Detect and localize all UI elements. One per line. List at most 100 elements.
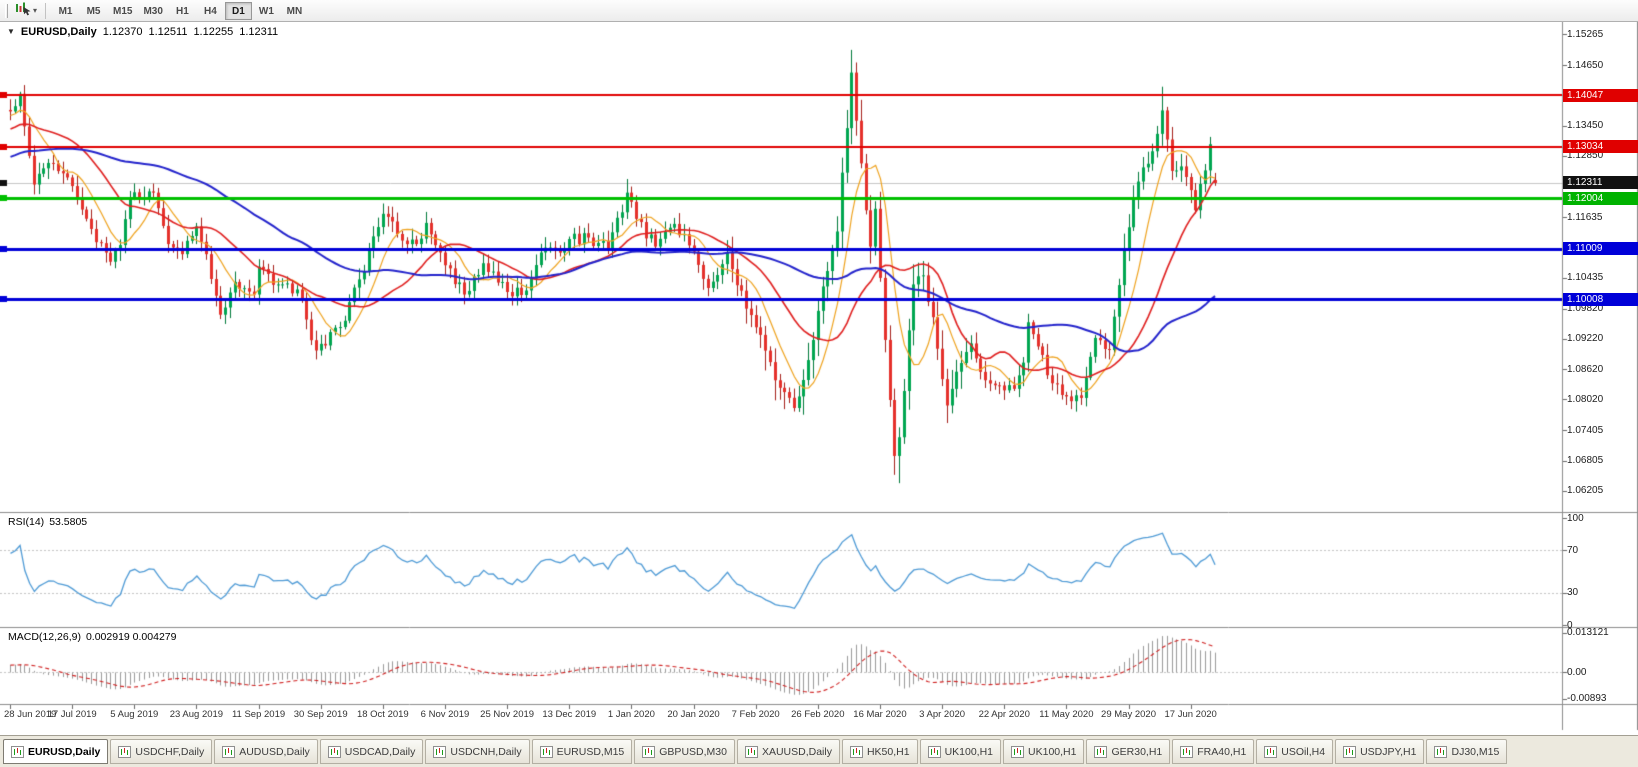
tab-label: EURUSD,M15 [556, 745, 625, 758]
date-axis-label: 17 Jun 2020 [1164, 709, 1217, 720]
chart-tab-usdjpy-h1[interactable]: USDJPY,H1 [1335, 739, 1425, 764]
timeframe-button-m5[interactable]: M5 [86, 5, 101, 17]
chart-tab-uk100-h1[interactable]: UK100,H1 [1003, 739, 1085, 764]
tab-label: USDCHF,Daily [135, 745, 205, 758]
price-axis-label: 1.08020 [1567, 393, 1604, 405]
date-axis-label: 20 Jan 2020 [667, 709, 720, 720]
date-axis-label: 3 Apr 2020 [919, 709, 966, 720]
price-badge[interactable]: 1.12311 [1563, 176, 1638, 190]
timeframe-button-m30[interactable]: M30 [143, 5, 163, 17]
price-axis-label: 1.09220 [1567, 333, 1604, 345]
chart-tab-bar: EURUSD,Daily USDCHF,Daily AUDUSD,Daily USDC… [0, 735, 1638, 767]
date-axis-label: 18 Oct 2019 [356, 709, 409, 720]
chart-tab-uk100-h1[interactable]: UK100,H1 [919, 739, 1002, 764]
chart-cursor-tool-button[interactable]: ▾ [13, 1, 39, 20]
price-axis-label: 1.06205 [1567, 485, 1604, 497]
price-axis-label: 1.13450 [1567, 120, 1604, 132]
price-axis-label: 1.09820 [1567, 303, 1604, 315]
tab-chart-icon [1180, 745, 1194, 758]
tab-label: HK50,H1 [866, 745, 910, 758]
chart-tab-usoil-h4[interactable]: USOil,H4 [1256, 739, 1334, 764]
price-axis-label: 1.12850 [1567, 150, 1604, 162]
price-badge[interactable]: 1.13034 [1563, 140, 1638, 154]
tab-label: USDCNH,Daily [450, 745, 522, 758]
toolbar-grip[interactable] [5, 3, 8, 18]
price-axis-label: 1.10435 [1567, 272, 1604, 284]
tab-label: USOil,H4 [1281, 745, 1326, 758]
date-axis-label: 30 Sep 2019 [293, 709, 348, 720]
top-toolbar: ▾ M1 M5 M15 M30 H1 H4 D1 W1 MN [0, 0, 1638, 22]
tab-label: AUDUSD,Daily [239, 745, 310, 758]
date-axis-label: 29 May 2020 [1101, 709, 1156, 720]
chart-title: ▼ EURUSD,Daily 1.12370 1.12511 1.12255 1… [7, 26, 278, 38]
date-axis-label: 11 Sep 2019 [231, 709, 286, 720]
chart-tab-eurusd-m15[interactable]: EURUSD,M15 [531, 739, 633, 764]
tab-chart-icon [849, 745, 863, 758]
price-axis-label: 1.07405 [1567, 424, 1604, 436]
tab-chart-icon [539, 745, 553, 758]
price-badge[interactable]: 1.10008 [1563, 292, 1638, 306]
timeframe-button-mn[interactable]: MN [286, 5, 303, 17]
price-badge[interactable]: 1.12004 [1563, 191, 1638, 205]
chart-tab-eurusd-daily[interactable]: EURUSD,Daily [3, 739, 109, 764]
price-axis-label: 1.11635 [1567, 211, 1603, 223]
chart-tab-usdcad-daily[interactable]: USDCAD,Daily [319, 739, 424, 764]
date-axis-label: 28 Jun 2019 [4, 709, 57, 720]
tab-chart-icon [642, 745, 656, 758]
tab-label: USDJPY,H1 [1360, 745, 1417, 758]
tab-label: UK100,H1 [1028, 745, 1077, 758]
tab-chart-icon [1343, 745, 1357, 758]
tab-chart-icon [11, 745, 24, 758]
chart-tab-hk50-h1[interactable]: HK50,H1 [841, 739, 918, 764]
price-axis-label: 1.08620 [1567, 363, 1604, 375]
tab-chart-icon [1094, 745, 1108, 758]
dropdown-caret-icon[interactable]: ▾ [33, 5, 38, 15]
chart-tab-usdcnh-daily[interactable]: USDCNH,Daily [425, 739, 530, 764]
tab-label: FRA40,H1 [1197, 745, 1247, 758]
collapse-triangle-icon[interactable]: ▼ [7, 27, 15, 36]
macd-indicator-label: MACD(12,26,9) 0.002919 0.004279 [8, 631, 176, 643]
timeframe-button-h1[interactable]: H1 [176, 5, 189, 17]
tab-label: XAUUSD,Daily [761, 745, 832, 758]
timeframe-button-h4[interactable]: H4 [204, 5, 217, 17]
date-axis-label: 5 Aug 2019 [110, 709, 159, 720]
tab-label: EURUSD,Daily [28, 745, 101, 758]
chart-tab-fra40-h1[interactable]: FRA40,H1 [1172, 739, 1255, 764]
chart-tab-xauusd-daily[interactable]: XAUUSD,Daily [736, 739, 840, 764]
price-badge[interactable]: 1.11009 [1563, 242, 1638, 256]
rsi-axis-label: 30 [1567, 587, 1579, 599]
chart-tab-gbpusd-m30[interactable]: GBPUSD,M30 [634, 739, 735, 764]
toolbar-separator [45, 2, 47, 19]
tab-chart-icon [222, 745, 236, 758]
chart-tab-dj30-m15[interactable]: DJ30,M15 [1426, 739, 1508, 764]
rsi-value: 53.5805 [49, 516, 88, 528]
date-axis-label: 16 Mar 2020 [853, 709, 907, 720]
date-axis-label: 1 Jan 2020 [607, 709, 655, 720]
chart-symbol-label: EURUSD,Daily [20, 26, 97, 38]
price-chart-canvas[interactable] [0, 22, 1638, 735]
date-axis-label: 22 Apr 2020 [978, 709, 1030, 720]
timeframe-button-m15[interactable]: M15 [113, 5, 133, 17]
chart-tab-audusd-daily[interactable]: AUDUSD,Daily [214, 739, 318, 764]
chart-tab-usdchf-daily[interactable]: USDCHF,Daily [110, 739, 213, 764]
timeframe-button-d1[interactable]: D1 [224, 1, 252, 20]
chart-cursor-icon [15, 1, 32, 21]
macd-name: MACD(12,26,9) [8, 631, 81, 643]
price-axis-label: 1.14650 [1567, 59, 1604, 71]
rsi-indicator-label: RSI(14) 53.5805 [8, 516, 87, 528]
chart-low-value: 1.12255 [193, 26, 234, 38]
chart-close-value: 1.12311 [239, 26, 279, 38]
rsi-axis-label: 100 [1567, 512, 1584, 524]
timeframe-button-m1[interactable]: M1 [58, 5, 73, 17]
chart-window: ▼ EURUSD,Daily 1.12370 1.12511 1.12255 1… [0, 22, 1638, 735]
rsi-axis-label: 70 [1567, 544, 1579, 556]
chart-tab-ger30-h1[interactable]: GER30,H1 [1086, 739, 1171, 764]
macd-axis-label: 0.00 [1567, 666, 1587, 678]
timeframe-button-w1[interactable]: W1 [258, 5, 274, 17]
tab-label: DJ30,M15 [1451, 745, 1500, 758]
tab-label: GBPUSD,M30 [659, 745, 727, 758]
date-axis-label: 13 Dec 2019 [542, 709, 597, 720]
tab-chart-icon [327, 745, 341, 758]
chart-high-value: 1.12511 [148, 26, 188, 38]
price-badge[interactable]: 1.14047 [1563, 88, 1638, 102]
